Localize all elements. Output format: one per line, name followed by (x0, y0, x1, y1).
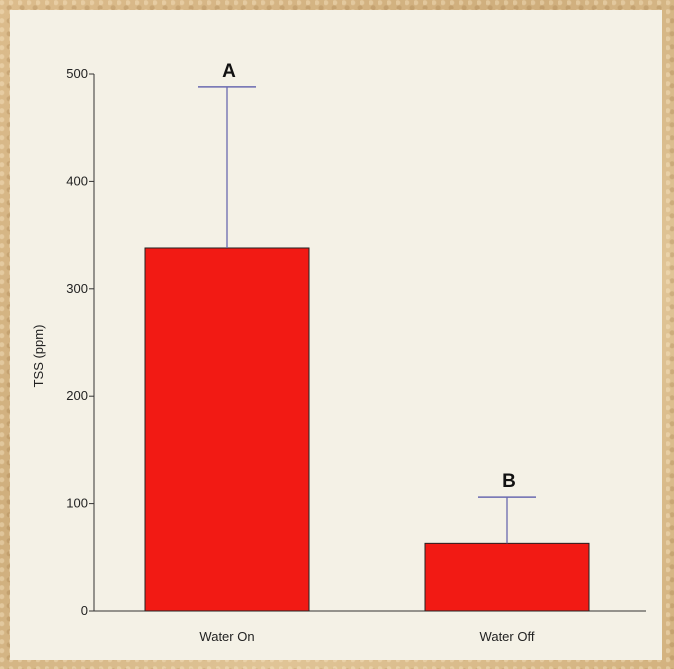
error-bars (198, 86, 536, 544)
y-axis-title: TSS (ppm) (31, 325, 46, 388)
y-ticks: 0 100 200 300 400 500 (66, 66, 94, 618)
y-tick-label: 0 (81, 603, 88, 618)
labels: A Water On B Water Off (199, 61, 534, 644)
bar (424, 542, 590, 612)
significance-label: A (222, 61, 236, 82)
y-tick-label: 500 (66, 66, 88, 81)
bars (144, 247, 590, 612)
bar (144, 247, 310, 612)
y-tick-label: 300 (66, 281, 88, 296)
y-tick-label: 100 (66, 496, 88, 511)
y-tick-label: 400 (66, 173, 88, 188)
significance-label: B (502, 471, 516, 492)
x-tick-label: Water On (199, 629, 254, 644)
x-tick-label: Water Off (480, 629, 535, 644)
y-tick-label: 200 (66, 388, 88, 403)
